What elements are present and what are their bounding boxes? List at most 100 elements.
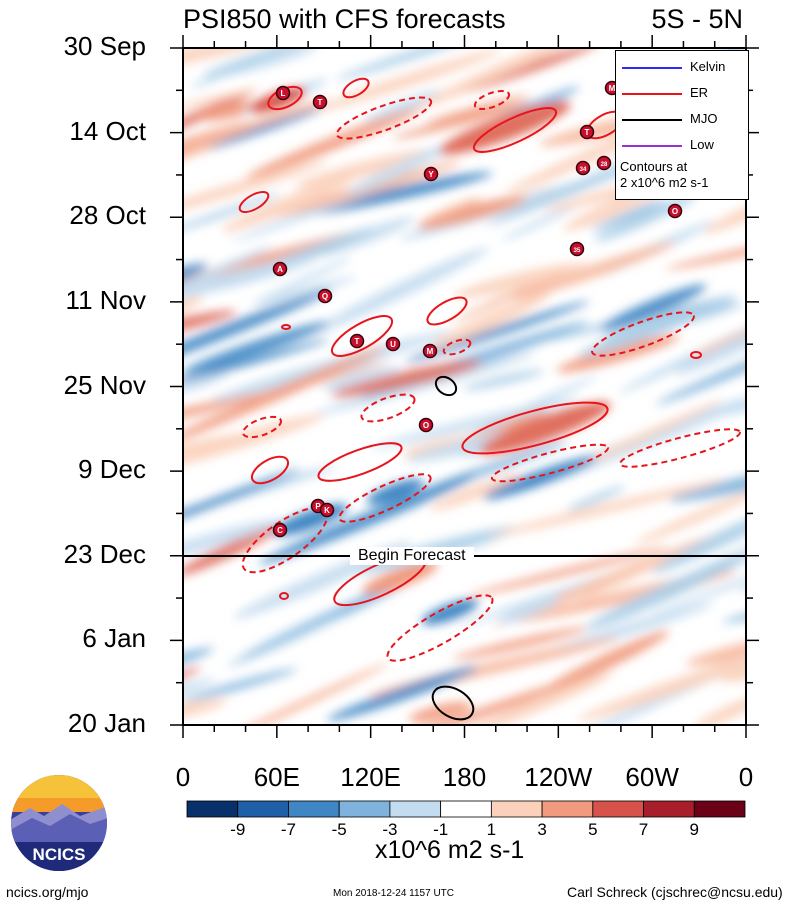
storm-marker: M [422, 343, 438, 359]
legend-entry: Kelvin [620, 59, 744, 75]
legend-label: ER [690, 85, 709, 100]
y-tick-label: 30 Sep [63, 31, 146, 61]
anomaly-band [183, 48, 297, 74]
y-tick-label: 9 Dec [78, 454, 146, 485]
storm-marker-label: T [318, 98, 323, 107]
colorbar-swatch [592, 800, 644, 818]
storm-marker-icon [667, 203, 683, 219]
er-contour-negative [490, 443, 610, 483]
anomaly-band [686, 631, 746, 666]
colorbar-swatch [338, 800, 391, 818]
x-tick-label: 0 [738, 762, 754, 792]
legend-swatch [622, 119, 682, 121]
anomaly-band [294, 149, 434, 188]
colorbar-label: 5 [588, 820, 598, 839]
er-contour-positive [281, 324, 291, 330]
legend-note-line2: 2 x10^6 m2 s-1 [620, 175, 709, 190]
er-contour-negative [442, 338, 472, 356]
y-tick-label: 6 Jan [82, 623, 146, 654]
legend-label: Low [690, 137, 714, 152]
storm-marker-label: T [585, 128, 590, 137]
anomaly-core [366, 479, 424, 505]
ncics-logo: NCICS [11, 775, 107, 871]
x-tick-label: 180 [442, 762, 487, 792]
anomaly-band [183, 394, 260, 446]
storm-marker: 35 [569, 241, 585, 257]
anomaly-band [221, 175, 356, 233]
anomaly-core [249, 87, 307, 113]
storm-marker-label: P [315, 502, 321, 511]
y-tick-label: 28 Oct [69, 200, 146, 231]
anomaly-band [322, 366, 401, 391]
anomaly-band [183, 346, 386, 446]
anomaly-band [566, 486, 626, 512]
anomaly-band [675, 299, 746, 376]
anomaly-band [183, 90, 255, 141]
anomaly-band [585, 556, 742, 630]
anomaly-band [183, 245, 274, 296]
storm-marker: O [418, 417, 434, 433]
x-tick-label: 60W [625, 762, 679, 792]
storm-marker-label: A [277, 265, 283, 274]
colorbar-swatch [643, 800, 695, 818]
anomaly-core [439, 101, 571, 155]
anomaly-band [183, 468, 301, 544]
colorbar-label: 9 [689, 820, 699, 839]
storm-marker-icon [418, 417, 434, 433]
storm-marker: T [349, 333, 365, 349]
colorbar-label: -3 [382, 820, 398, 839]
anomaly-core [421, 599, 479, 625]
anomaly-band [498, 597, 560, 624]
anomaly-band [452, 626, 592, 660]
anomaly-band [315, 217, 415, 257]
logo-text: NCICS [33, 845, 86, 864]
anomaly-band [183, 668, 298, 702]
website-link[interactable]: ncics.org/mjo [6, 884, 89, 900]
x-tick-label: 120E [340, 762, 402, 792]
storm-marker: A [272, 261, 288, 277]
storm-marker-label: 35 [574, 248, 581, 254]
anomaly-core [362, 561, 438, 595]
anomaly-band [190, 48, 358, 89]
anomaly-band [458, 572, 618, 627]
colorbar-swatch [440, 800, 492, 818]
storm-marker-label: L [281, 89, 286, 98]
storm-marker-icon [272, 522, 288, 538]
storm-marker: U [385, 336, 401, 352]
storm-marker-label: O [672, 207, 678, 216]
colorbar-swatch [237, 800, 289, 818]
anomaly-band [467, 546, 669, 597]
legend-label: MJO [690, 111, 718, 126]
er-contour-positive [461, 401, 609, 455]
storm-marker: T [312, 94, 328, 110]
anomaly-band [467, 409, 548, 440]
anomaly-band [183, 160, 328, 221]
anomaly-band [183, 699, 228, 725]
author: Carl Schreck (cjschrec@ncsu.edu) [567, 884, 783, 900]
storm-marker-icon [569, 241, 585, 257]
anomaly-band [183, 321, 331, 374]
storm-marker-icon [319, 502, 335, 518]
anomaly-band [655, 311, 746, 405]
x-tick-label: 60E [253, 762, 300, 792]
storm-marker-label: O [423, 421, 429, 430]
y-tick-label: 23 Dec [63, 538, 146, 569]
anomaly-band [669, 457, 746, 502]
storm-marker-label: C [277, 526, 283, 535]
mjo-contour [431, 685, 475, 721]
anomaly-band [217, 662, 390, 725]
anomaly-band [183, 647, 214, 686]
legend-entry: ER [620, 85, 744, 101]
anomaly-band [183, 193, 281, 236]
anomaly-band [183, 310, 237, 353]
anomaly-band [600, 284, 707, 331]
y-tick-label: 25 Nov [63, 369, 146, 400]
storm-marker-icon [272, 261, 288, 277]
storm-marker: Q [317, 288, 333, 304]
legend-note: Contours at 2 x10^6 m2 s-1 [620, 159, 708, 191]
colorbar-label: 1 [486, 820, 497, 839]
storm-marker: 28 [596, 155, 612, 171]
storm-marker-label: M [609, 84, 616, 93]
anomaly-band [227, 612, 346, 667]
colorbar-swatch [693, 800, 746, 818]
